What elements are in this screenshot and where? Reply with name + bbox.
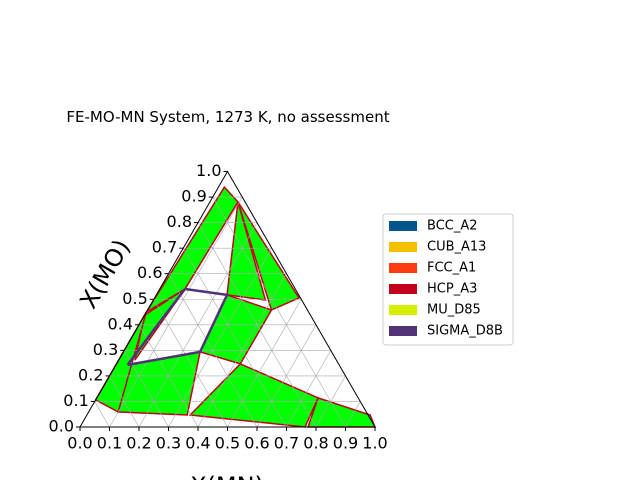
- y-tick-label: 1.0: [196, 161, 221, 180]
- grid-line: [212, 196, 346, 428]
- x-tick-label: 0.7: [274, 434, 299, 453]
- chart-title: FE-MO-MN System, 1273 K, no assessment: [66, 108, 389, 126]
- legend-swatch: [389, 284, 417, 294]
- x-tick-label: 0.6: [244, 434, 269, 453]
- x-tick-label: 0.9: [333, 434, 358, 453]
- y-tick-label: 0.7: [152, 238, 177, 257]
- legend-label: FCC_A1: [427, 261, 476, 276]
- grid-line: [109, 196, 243, 428]
- grid-line: [227, 299, 302, 428]
- x-tick-label: 1.0: [362, 434, 387, 453]
- legend-label: HCP_A3: [427, 282, 477, 297]
- y-tick-label: 0.1: [63, 391, 88, 410]
- grid-line: [182, 248, 287, 428]
- y-tick-label: 0.0: [49, 417, 74, 436]
- legend-swatch: [389, 242, 417, 252]
- grid-line: [153, 299, 228, 428]
- x-tick-label: 0.4: [185, 434, 210, 453]
- y-tick-label: 0.3: [93, 340, 118, 359]
- x-tick-label: 0.3: [156, 434, 181, 453]
- y-tick-label: 0.4: [108, 314, 133, 333]
- phase-boundary: [127, 287, 229, 367]
- x-tick-label: 0.5: [215, 434, 240, 453]
- legend-swatch: [389, 326, 417, 336]
- legend-swatch: [389, 305, 417, 315]
- legend-label: CUB_A13: [427, 240, 486, 255]
- x-tick-label: 0.1: [97, 434, 122, 453]
- x-axis-label: X(MN): [190, 472, 264, 480]
- phase-boundary: [126, 288, 187, 366]
- y-tick-label: 0.6: [137, 263, 162, 282]
- legend: BCC_A2 CUB_A13 FCC_A1 HCP_A3 MU_D85 SIGMA_D8B: [382, 213, 514, 346]
- y-tick-label: 0.5: [122, 289, 147, 308]
- grid-line: [168, 248, 273, 428]
- legend-label: MU_D85: [427, 303, 481, 318]
- x-tick-label: 0.0: [67, 434, 92, 453]
- phase-region: [306, 396, 377, 428]
- y-tick-label: 0.2: [78, 365, 103, 384]
- grid-line: [345, 401, 361, 428]
- legend-swatch: [389, 221, 417, 231]
- legend-label: BCC_A2: [427, 219, 478, 234]
- x-tick-label: 0.8: [303, 434, 328, 453]
- grid-line: [94, 401, 110, 428]
- y-tick-label: 0.8: [167, 212, 192, 231]
- grid-line: [286, 350, 332, 428]
- x-tick-label: 0.2: [126, 434, 151, 453]
- legend-swatch: [389, 263, 417, 273]
- legend-label: SIGMA_D8B: [427, 324, 503, 339]
- y-tick-label: 0.9: [181, 187, 206, 206]
